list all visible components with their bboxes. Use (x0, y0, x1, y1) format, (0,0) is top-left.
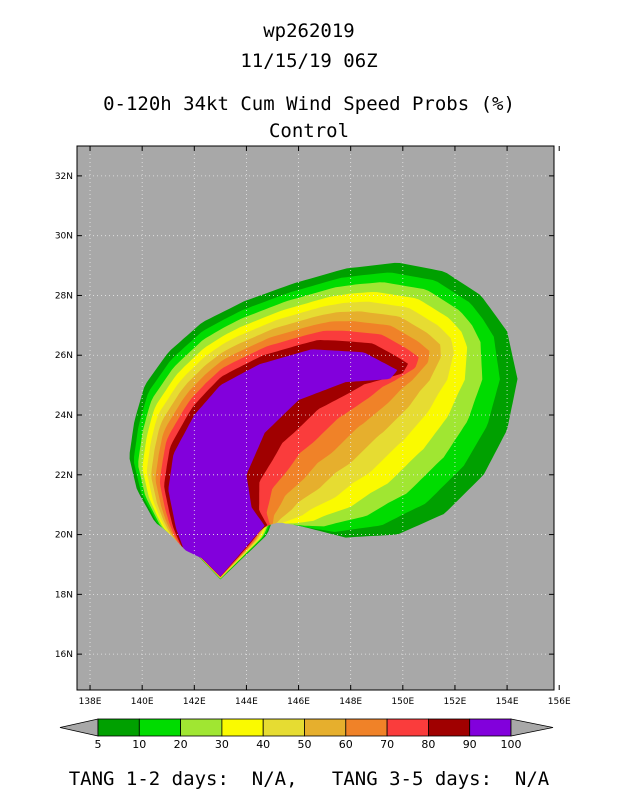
y-tick-label: 16N (55, 650, 73, 660)
colorbar-label: 20 (173, 738, 188, 751)
x-tick-label: 152E (444, 697, 467, 707)
y-tick-label: 26N (55, 351, 73, 361)
colorbar-label: 70 (380, 738, 395, 751)
storm-id-title: wp262019 (263, 20, 355, 42)
colorbar-swatch-80 (427, 718, 471, 737)
tang-1-2-label: TANG 1-2 days: (68, 768, 229, 790)
x-tick-label: 144E (235, 697, 258, 707)
colorbar-label: 30 (214, 738, 229, 751)
y-tick-label: 24N (55, 411, 73, 421)
map-frame (76, 145, 555, 691)
colorbar-swatch-70 (386, 718, 429, 737)
colorbar-label: 10 (132, 738, 147, 751)
y-tick-label: 30N (55, 232, 73, 242)
y-tick-label: 20N (55, 531, 73, 541)
colorbar-swatch-40 (262, 718, 305, 737)
colorbar-label: 60 (338, 738, 353, 751)
colorbar-swatch-50 (304, 718, 347, 737)
y-tick-label: 28N (55, 291, 73, 301)
colorbar-label: 90 (462, 738, 477, 751)
x-tick-label: 140E (131, 697, 154, 707)
colorbar-swatch-30 (221, 718, 264, 737)
colorbar-label: 80 (421, 738, 436, 751)
tang-3-5-value: N/A (514, 768, 550, 790)
colorbar-swatch-10 (138, 718, 182, 737)
colorbar-swatch-60 (345, 718, 388, 737)
colorbar-swatch-20 (180, 718, 223, 737)
y-tick-label: 18N (55, 590, 73, 600)
tang-footer: TANG 1-2 days: N/A, TANG 3-5 days: N/A (0, 768, 618, 790)
tang-3-5-label: TANG 3-5 days: (331, 768, 493, 790)
colorbar-label: 100 (500, 738, 522, 751)
x-tick-label: 154E (496, 697, 519, 707)
prob-band-90 (168, 349, 398, 577)
init-time-title: 11/15/19 06Z (240, 50, 378, 72)
x-tick-label: 138E (79, 697, 102, 707)
colorbar-swatch-90 (469, 718, 512, 737)
member-subtitle: Control (268, 120, 350, 142)
x-tick-label: 148E (339, 697, 362, 707)
tang-1-2-value: N/A, (251, 768, 298, 790)
y-tick-label: 22N (55, 471, 73, 481)
colorbar-label: 5 (94, 738, 102, 751)
colorbar-low-arrow (59, 718, 99, 737)
colorbar-high-arrow (510, 718, 554, 737)
x-tick-label: 150E (391, 697, 414, 707)
colorbar-swatch-5 (97, 718, 140, 737)
x-tick-label: 146E (287, 697, 310, 707)
x-tick-label: 142E (183, 697, 206, 707)
y-tick-label: 32N (55, 172, 73, 182)
x-tick-label: 156E (548, 697, 571, 707)
product-title: 0-120h 34kt Cum Wind Speed Probs (%) (103, 93, 515, 115)
colorbar-label: 50 (297, 738, 312, 751)
colorbar-label: 40 (256, 738, 271, 751)
